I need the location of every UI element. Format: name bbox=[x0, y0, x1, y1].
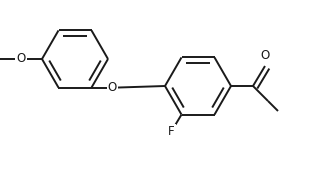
Text: O: O bbox=[260, 49, 270, 62]
Text: O: O bbox=[108, 81, 117, 94]
Text: F: F bbox=[168, 125, 175, 138]
Text: O: O bbox=[16, 52, 26, 66]
